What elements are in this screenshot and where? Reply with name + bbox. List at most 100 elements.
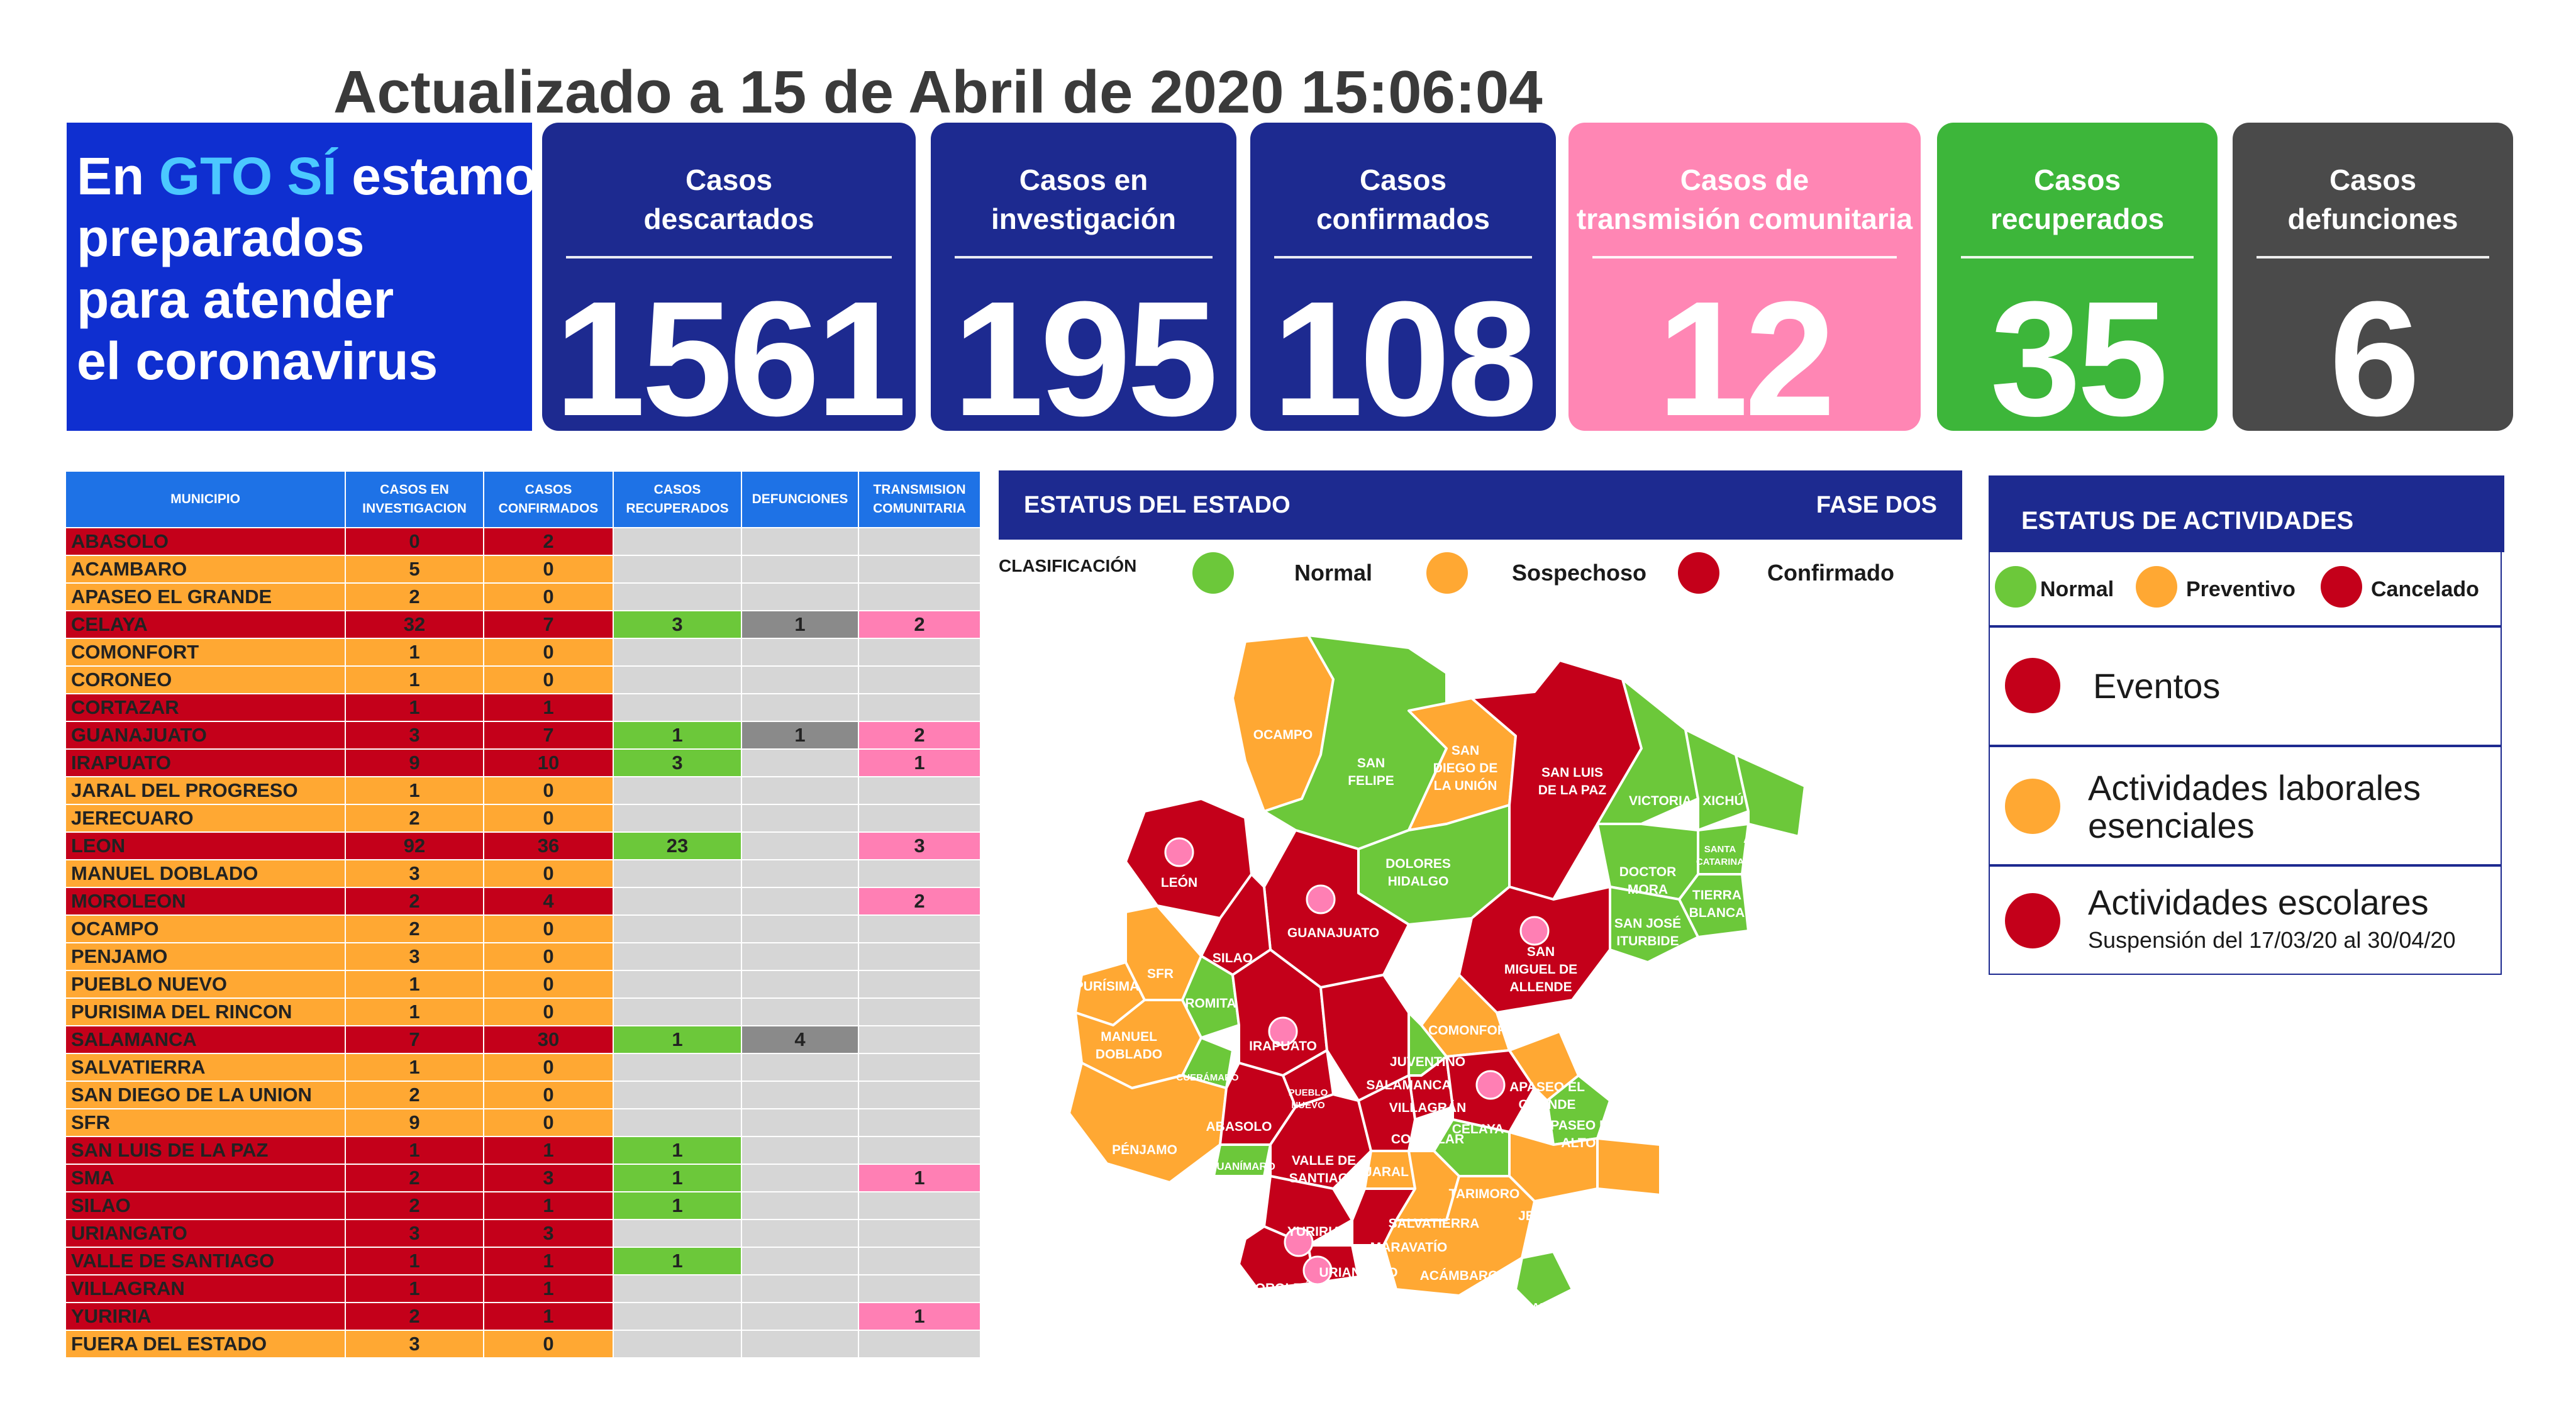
map-label: MARAVATÍO [1370,1240,1447,1255]
card-divider [955,256,1213,258]
map-label: ALTO [1561,1136,1596,1150]
transmision-cell [858,1191,981,1220]
marker-celaya [1475,1070,1506,1100]
map-label: CATARINA [1696,857,1744,867]
municipio-cell: VALLE DE SANTIAGO [65,1247,346,1275]
map-label: CORONEO [1595,1233,1663,1247]
investigacion-cell: 1 [345,997,484,1026]
recuperados-cell [613,1053,742,1082]
card-value: 195 [953,268,1218,431]
table-row: JARAL DEL PROGRESO 1 0 [65,776,981,805]
region-xichu [1684,728,1750,831]
defunciones-cell [741,942,859,971]
defunciones-cell [741,997,859,1026]
recuperados-cell [613,665,742,694]
map-label: MOROLEÓN [1244,1281,1322,1296]
transmision-cell: 3 [858,831,981,860]
confirmados-cell: 0 [483,555,614,584]
municipio-cell: VILLAGRAN [65,1274,346,1303]
recuperados-cell [613,1108,742,1137]
table-row: CORTAZAR 1 1 [65,693,981,722]
transmision-cell [858,1247,981,1275]
marker-leon [1164,837,1194,867]
confirmados-cell: 0 [483,665,614,694]
defunciones-cell [741,693,859,722]
confirmados-cell: 2 [483,527,614,556]
table-row: CELAYA 32 7 3 1 2 [65,610,981,639]
confirmados-cell: 7 [483,610,614,639]
map-label: VICTORIA [1629,794,1692,808]
municipio-cell: CELAYA [65,610,346,639]
recuperados-cell [613,942,742,971]
recuperados-cell: 1 [613,1136,742,1165]
table-row: SILAO 2 1 1 [65,1191,981,1220]
map-label: LEÓN [1161,875,1197,890]
legend-label: Sospechoso [1512,560,1647,586]
municipio-cell: CORONEO [65,665,346,694]
card-label: Casos [685,164,773,196]
confirmados-cell: 0 [483,804,614,833]
table-row: ABASOLO 0 2 [65,527,981,556]
defunciones-cell [741,1081,859,1109]
defunciones-cell [741,776,859,805]
municipio-cell: PUEBLO NUEVO [65,970,346,999]
defunciones-cell [741,1302,859,1331]
map-label: SAN JOSÉ [1614,916,1681,931]
recuperados-cell [613,804,742,833]
activity-label: esenciales [2088,806,2255,845]
municipio-cell: APASEO EL GRANDE [65,582,346,611]
activity-eventos: Eventos [1989,626,2502,746]
card-value: 12 [1657,268,1835,431]
municipio-cell: PURISIMA DEL RINCON [65,997,346,1026]
recuperados-cell [613,582,742,611]
table-row: SAN DIEGO DE LA UNION 2 0 [65,1081,981,1109]
activities-header: ESTATUS DE ACTIVIDADES [1989,475,2504,552]
municipio-cell: CORTAZAR [65,693,346,722]
map-label: JARAL [1365,1165,1409,1179]
map-label: DOCTOR [1619,865,1677,879]
investigacion-cell: 1 [345,693,484,722]
recuperados-cell [613,555,742,584]
transmision-cell: 2 [858,721,981,750]
transmision-cell [858,1108,981,1137]
confirmados-cell: 7 [483,721,614,750]
defunciones-cell [741,1274,859,1303]
table-row: SALVATIERRA 1 0 [65,1053,981,1082]
investigacion-cell: 32 [345,610,484,639]
column-header: CASOS EN INVESTIGACION [345,470,484,528]
table-row: PURISIMA DEL RINCON 1 0 [65,997,981,1026]
map-phase-label: FASE DOS [1816,491,1937,518]
defunciones-cell: 1 [741,610,859,639]
defunciones-cell [741,748,859,777]
card-label: investigación [991,203,1176,235]
legend-label: Confirmado [1767,560,1894,586]
recuperados-cell [613,1219,742,1248]
confirmados-cell: 0 [483,942,614,971]
recuperados-cell [613,693,742,722]
region-acambaro [1382,1175,1536,1297]
table-row: VALLE DE SANTIAGO 1 1 1 [65,1247,981,1275]
defunciones-cell [741,1136,859,1165]
confirmados-cell: 1 [483,693,614,722]
investigacion-cell: 92 [345,831,484,860]
confirmados-cell: 30 [483,1025,614,1054]
investigacion-cell: 9 [345,1108,484,1137]
municipio-cell: PENJAMO [65,942,346,971]
confirmados-cell: 0 [483,859,614,888]
municipio-cell: FUERA DEL ESTADO [65,1330,346,1359]
defunciones-cell [741,527,859,556]
map-label: YURIRIA [1287,1225,1341,1239]
defunciones-cell [741,859,859,888]
municipio-cell: JARAL DEL PROGRESO [65,776,346,805]
defunciones-cell [741,1108,859,1137]
table-row: SFR 9 0 [65,1108,981,1137]
table-body: ABASOLO 0 2 ACAMBARO 5 0 APASEO EL GRANDE 2 0 CEL… [65,527,981,1359]
legend-label: Preventivo [2186,577,2296,601]
transmision-cell [858,997,981,1026]
region-cortazar [1357,1074,1416,1152]
legend-label: Normal [2040,577,2114,601]
map-label: SAN [1527,945,1555,959]
investigacion-cell: 2 [345,1302,484,1331]
transmision-cell [858,693,981,722]
table-row: MOROLEON 2 4 2 [65,887,981,916]
